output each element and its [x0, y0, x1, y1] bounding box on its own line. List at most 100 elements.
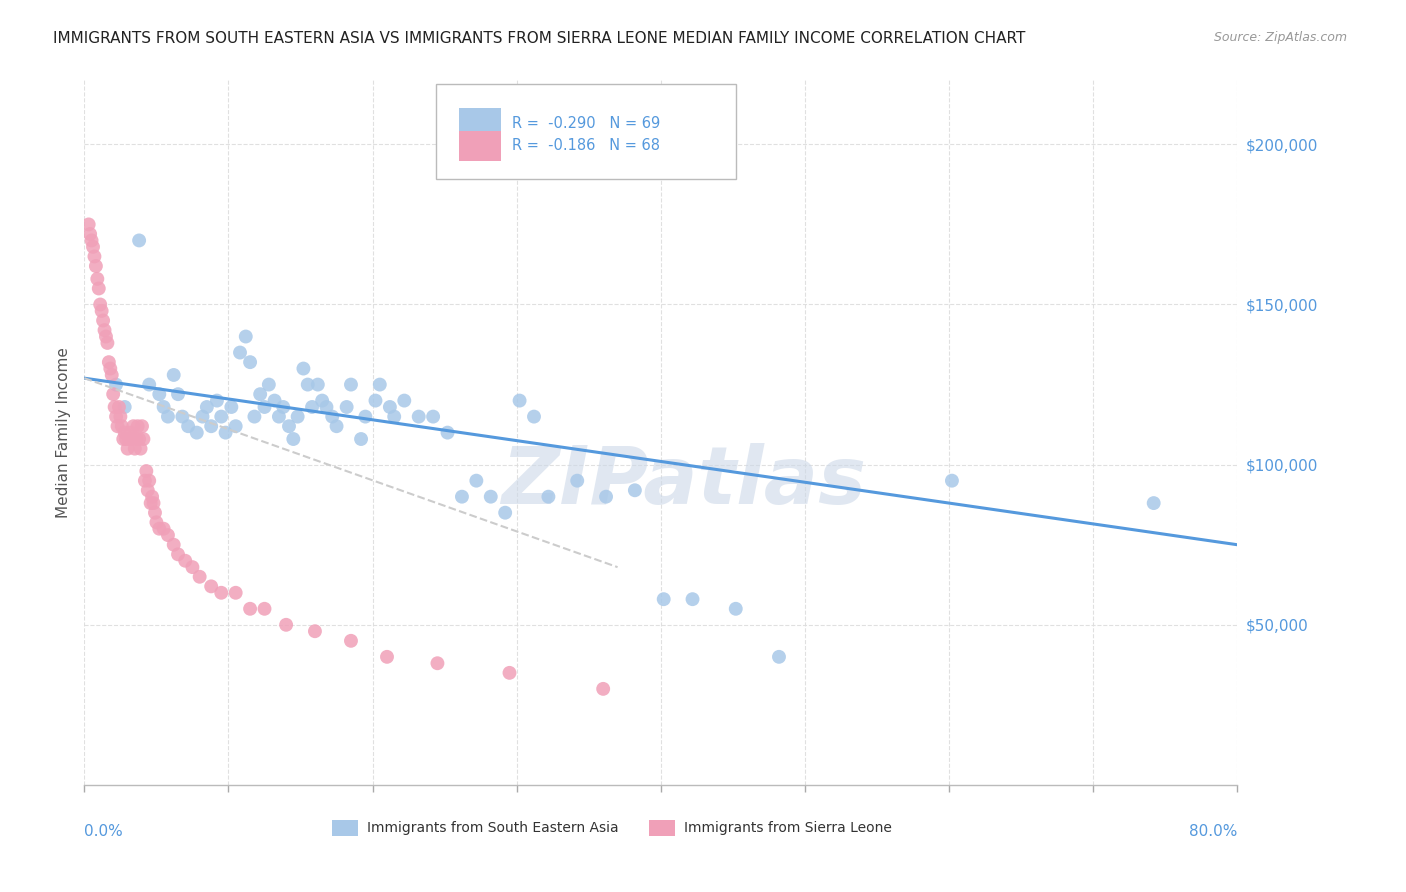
Point [229, 345, 252, 359]
Point [148, 522, 170, 536]
Point [115, 432, 138, 446]
Point [276, 617, 298, 632]
Point [378, 400, 401, 414]
Text: Immigrants from Sierra Leone: Immigrants from Sierra Leone [683, 821, 891, 835]
Point [200, 579, 222, 593]
Point [110, 409, 132, 424]
Point [128, 234, 150, 248]
Point [225, 419, 247, 434]
Point [239, 601, 262, 615]
Text: 80.0%: 80.0% [1189, 823, 1237, 838]
Point [152, 522, 174, 536]
Point [426, 657, 449, 671]
Point [138, 377, 160, 392]
Point [181, 560, 204, 574]
Point [422, 409, 444, 424]
Point [724, 601, 747, 615]
Point [336, 400, 359, 414]
Point [297, 377, 319, 392]
Point [94, 329, 117, 343]
Point [83, 250, 105, 264]
Point [209, 586, 232, 600]
Point [188, 570, 211, 584]
Point [156, 409, 179, 424]
Point [77, 218, 100, 232]
Text: R =  -0.186   N = 68: R = -0.186 N = 68 [512, 138, 659, 153]
Point [139, 496, 162, 510]
Point [941, 474, 963, 488]
Point [350, 432, 373, 446]
Point [167, 387, 190, 401]
Point [138, 474, 160, 488]
Text: Source: ZipAtlas.com: Source: ZipAtlas.com [1213, 31, 1347, 45]
Point [91, 313, 114, 327]
Point [509, 393, 531, 408]
Point [82, 240, 104, 254]
Point [195, 400, 218, 414]
Point [100, 368, 122, 382]
Point [287, 409, 309, 424]
Point [117, 442, 139, 456]
Point [131, 419, 153, 434]
Point [292, 361, 315, 376]
Point [267, 409, 290, 424]
Point [103, 387, 124, 401]
Point [283, 432, 305, 446]
Point [595, 490, 617, 504]
Point [172, 409, 194, 424]
Point [354, 409, 377, 424]
Point [97, 355, 120, 369]
Point [537, 490, 560, 504]
Point [177, 419, 200, 434]
Point [592, 681, 614, 696]
Point [122, 419, 145, 434]
Point [1143, 496, 1166, 510]
Point [152, 400, 174, 414]
Point [108, 400, 131, 414]
Point [304, 624, 326, 639]
Point [96, 335, 118, 350]
Point [325, 419, 347, 434]
Point [253, 400, 276, 414]
Point [79, 227, 101, 241]
Point [129, 442, 152, 456]
Point [128, 432, 150, 446]
FancyBboxPatch shape [332, 821, 357, 836]
Point [200, 419, 222, 434]
Text: 0.0%: 0.0% [84, 823, 124, 838]
Point [93, 323, 115, 337]
Point [382, 409, 405, 424]
Point [209, 409, 232, 424]
Point [80, 234, 103, 248]
Text: R =  -0.290   N = 69: R = -0.290 N = 69 [512, 116, 661, 131]
Point [174, 554, 197, 568]
Point [98, 361, 121, 376]
Point [239, 355, 262, 369]
Text: Immigrants from South Eastern Asia: Immigrants from South Eastern Asia [367, 821, 619, 835]
Point [84, 259, 107, 273]
Point [145, 516, 167, 530]
Point [340, 633, 363, 648]
Point [105, 409, 128, 424]
Point [86, 272, 108, 286]
Point [278, 419, 301, 434]
Point [311, 393, 333, 408]
Point [124, 442, 146, 456]
Point [135, 464, 157, 478]
Point [148, 387, 170, 401]
Point [315, 400, 337, 414]
Point [205, 393, 228, 408]
Point [494, 506, 516, 520]
Point [465, 474, 488, 488]
Point [479, 490, 502, 504]
Point [523, 409, 546, 424]
Point [105, 377, 128, 392]
Point [112, 432, 135, 446]
Point [127, 419, 149, 434]
FancyBboxPatch shape [460, 131, 501, 161]
Point [89, 297, 111, 311]
Point [652, 592, 675, 607]
Point [249, 387, 271, 401]
Point [90, 304, 112, 318]
Point [394, 393, 416, 408]
